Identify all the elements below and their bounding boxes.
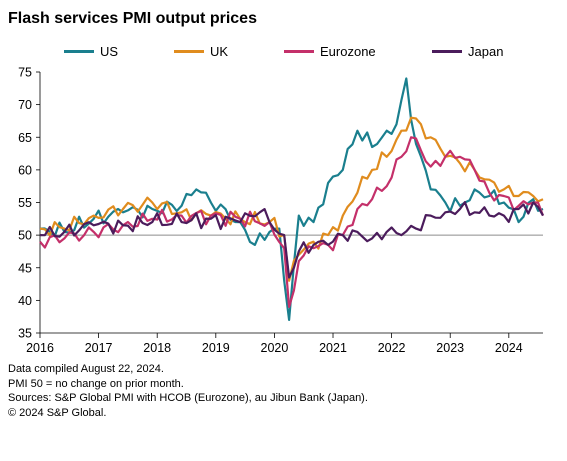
- series-line-japan: [39, 201, 544, 279]
- y-tick-label-35: 35: [18, 327, 32, 341]
- y-tick-label-65: 65: [18, 131, 32, 145]
- x-tick-label-2018: 2018: [143, 341, 171, 355]
- note-data-compiled: Data compiled August 22, 2024.: [8, 363, 164, 375]
- legend-swatch-eurozone: [284, 50, 314, 53]
- y-tick-label-70: 70: [18, 98, 32, 112]
- note-copyright: © 2024 S&P Global.: [8, 406, 107, 419]
- chart-legend: US UK Eurozone Japan: [0, 44, 567, 60]
- legend-swatch-japan: [432, 50, 462, 53]
- legend-label-eurozone: Eurozone: [320, 44, 376, 59]
- legend-item-eurozone: Eurozone: [284, 44, 376, 59]
- x-tick-label-2019: 2019: [202, 341, 230, 355]
- note-pmi-definition: PMI 50 = no change on prior month.: [8, 377, 184, 390]
- x-tick-label-2016: 2016: [26, 341, 54, 355]
- y-tick-label-55: 55: [18, 196, 32, 210]
- chart-notes: Data compiled August 22, 2024. PMI 50 = …: [8, 362, 368, 420]
- y-tick-label-60: 60: [18, 163, 32, 177]
- y-tick-label-50: 50: [18, 229, 32, 243]
- legend-swatch-us: [64, 50, 94, 53]
- legend-label-uk: UK: [210, 44, 229, 59]
- y-tick-label-75: 75: [18, 66, 32, 80]
- x-tick-label-2023: 2023: [436, 341, 464, 355]
- chart-axes: 35 40 45 50 55 60 65 70 75 2016 2017 2018 2019 2020 20…: [18, 66, 543, 355]
- x-tick-label-2021: 2021: [319, 341, 347, 355]
- legend-item-us: US: [64, 44, 118, 59]
- y-tick-label-45: 45: [18, 261, 32, 275]
- legend-label-us: US: [100, 44, 119, 59]
- note-sources: Sources: S&P Global PMI with HCOB (Euroz…: [8, 392, 368, 404]
- legend-label-japan: Japan: [468, 44, 504, 59]
- y-tick-label-40: 40: [18, 294, 32, 308]
- legend-swatch-uk: [174, 50, 204, 53]
- x-tick-label-2022: 2022: [378, 341, 406, 355]
- x-tick-label-2020: 2020: [261, 341, 289, 355]
- legend-item-uk: UK: [174, 44, 228, 59]
- chart-title: Flash services PMI output prices: [8, 10, 257, 27]
- series-line-us: [39, 77, 544, 321]
- chart-series-lines: [39, 77, 545, 321]
- legend-item-japan: Japan: [432, 44, 503, 59]
- x-tick-label-2017: 2017: [85, 341, 113, 355]
- x-tick-label-2024: 2024: [495, 341, 523, 355]
- series-line-uk: [39, 116, 544, 282]
